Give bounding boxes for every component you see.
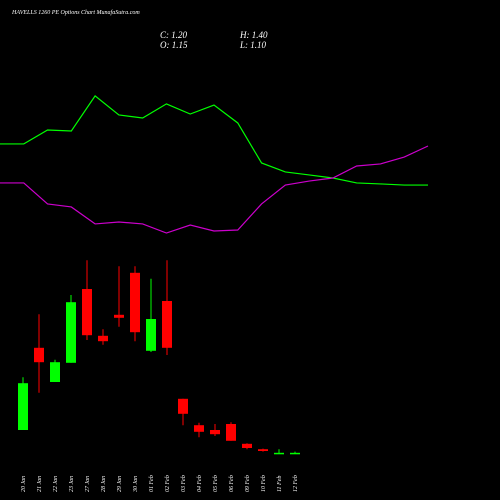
x-tick-label: 04 Feb — [196, 475, 203, 492]
x-tick-label: 27 Jan — [85, 476, 91, 492]
x-tick-label: 30 Jan — [133, 476, 139, 493]
x-tick-label: 23 Jan — [69, 476, 75, 492]
x-tick-label: 02 Feb — [165, 475, 171, 492]
candle-body — [162, 301, 172, 348]
indicator-line — [0, 95, 428, 186]
candle-body — [242, 443, 252, 448]
candle-body — [82, 289, 92, 336]
close-label: C: 1.20 — [160, 30, 188, 40]
x-tick-label: 09 Feb — [245, 475, 251, 492]
candle-body — [114, 314, 124, 318]
candle-body — [146, 319, 156, 351]
candle-body — [210, 430, 220, 435]
candle-body — [226, 424, 236, 441]
candle-body — [66, 302, 76, 363]
x-tick-label: 05 Feb — [213, 475, 219, 492]
candle-body — [274, 452, 284, 455]
candle-body — [178, 398, 188, 414]
chart-title: HAVELLS 1260 PE Options Chart MunafaSutr… — [11, 9, 140, 16]
candle-body — [130, 272, 140, 333]
x-tick-label: 28 Jan — [101, 476, 107, 492]
x-tick-label: 22 Jan — [53, 476, 59, 492]
x-tick-label: 29 Jan — [117, 476, 123, 492]
candle-body — [258, 449, 268, 451]
candle-body — [34, 347, 44, 363]
high-label: H: 1.40 — [239, 30, 268, 40]
x-tick-label: 01 Feb — [149, 475, 155, 492]
candle-body — [18, 383, 28, 430]
candle-body — [194, 425, 204, 432]
x-tick-label: 06 Feb — [229, 475, 235, 492]
x-tick-label: 21 Jan — [37, 476, 43, 492]
x-tick-label: 12 Feb — [293, 475, 299, 492]
open-label: O: 1.15 — [160, 40, 188, 50]
candle-body — [290, 452, 300, 455]
candle-body — [50, 362, 60, 382]
x-tick-label: 10 Feb — [261, 475, 267, 492]
x-tick-label: 03 Feb — [181, 475, 187, 492]
candle-body — [98, 335, 108, 342]
low-label: L: 1.10 — [239, 40, 267, 50]
x-tick-label: 20 Jan — [21, 476, 27, 492]
x-tick-label: 11 Feb — [277, 476, 283, 492]
indicator-line — [0, 145, 429, 234]
